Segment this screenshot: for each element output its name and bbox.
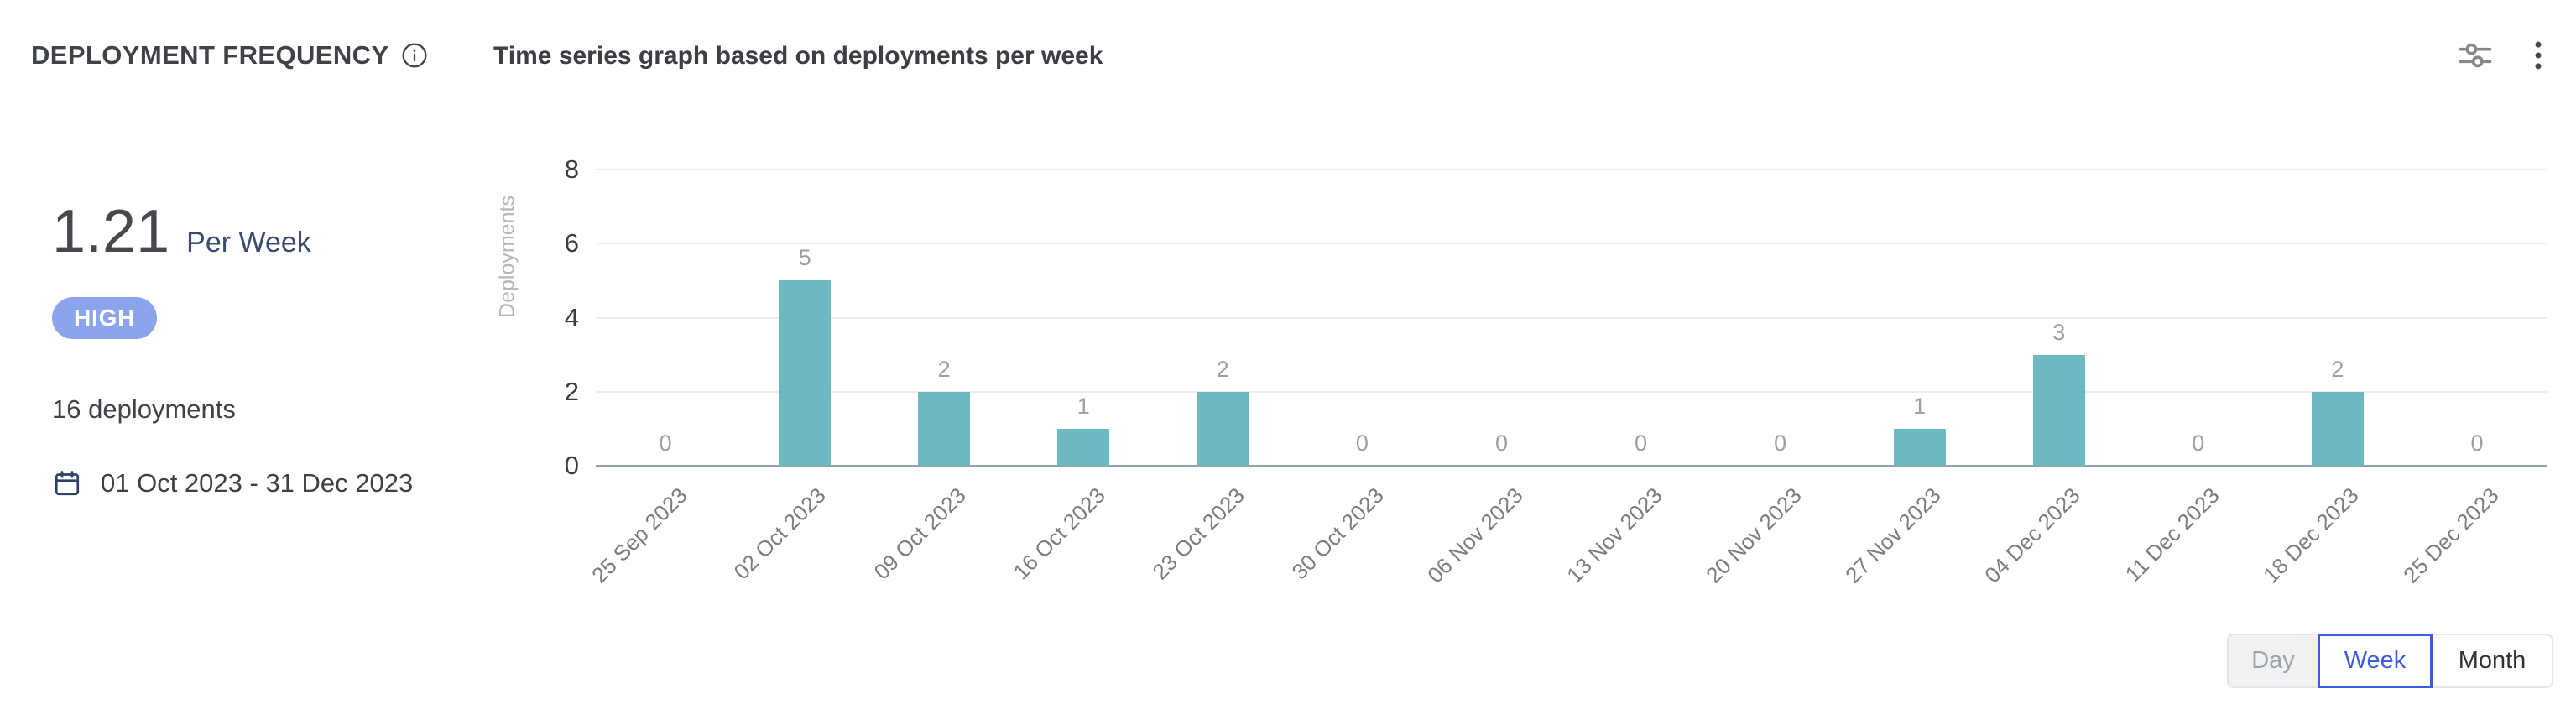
x-axis-tick-label: 25 Sep 2023 bbox=[586, 483, 692, 588]
granularity-week-button[interactable]: Week bbox=[2318, 634, 2433, 688]
x-axis-tick-label: 18 Dec 2023 bbox=[2258, 483, 2365, 588]
bar[interactable] bbox=[918, 391, 971, 466]
bar-value-label: 2 bbox=[1216, 356, 1229, 382]
bar-value-label: 0 bbox=[1494, 430, 1508, 456]
x-axis-baseline bbox=[596, 465, 2547, 467]
x-axis-tick-label: 30 Oct 2023 bbox=[1286, 483, 1389, 585]
x-axis-tick-label: 25 Dec 2023 bbox=[2397, 483, 2504, 588]
granularity-toggle: Day Week Month bbox=[2227, 634, 2553, 688]
bar-value-label: 2 bbox=[937, 356, 951, 382]
date-range: 01 Oct 2023 - 31 Dec 2023 bbox=[52, 468, 413, 498]
header-actions bbox=[2457, 37, 2551, 74]
x-axis-tick-label: 13 Nov 2023 bbox=[1562, 483, 1667, 588]
bar-value-label: 0 bbox=[659, 430, 672, 456]
bar-value-label: 1 bbox=[1077, 393, 1090, 419]
widget-header: DEPLOYMENT FREQUENCY bbox=[31, 40, 428, 70]
gridline bbox=[596, 390, 2547, 393]
x-axis-tick-label: 20 Nov 2023 bbox=[1701, 483, 1807, 588]
bar[interactable] bbox=[2032, 354, 2085, 466]
bar[interactable] bbox=[1057, 428, 1110, 466]
deployment-rate: 1.21 Per Week bbox=[52, 201, 413, 262]
gridline bbox=[596, 169, 2547, 170]
bar-value-label: 0 bbox=[1635, 430, 1648, 456]
x-axis-tick-label: 27 Nov 2023 bbox=[1840, 483, 1946, 588]
bar-value-label: 0 bbox=[1355, 430, 1369, 456]
widget-title: DEPLOYMENT FREQUENCY bbox=[31, 40, 389, 70]
y-axis-tick-label: 8 bbox=[564, 154, 579, 184]
y-axis-tick-label: 6 bbox=[564, 228, 579, 258]
info-icon[interactable] bbox=[401, 42, 428, 69]
date-range-text: 01 Oct 2023 - 31 Dec 2023 bbox=[101, 468, 414, 498]
x-axis-tick-label: 11 Dec 2023 bbox=[2120, 483, 2225, 587]
x-axis-tick-label: 02 Oct 2023 bbox=[728, 483, 832, 585]
rate-unit: Per Week bbox=[186, 227, 311, 258]
bar[interactable] bbox=[2311, 391, 2364, 466]
bar-value-label: 5 bbox=[798, 245, 811, 271]
bar-value-label: 1 bbox=[1913, 393, 1927, 419]
x-axis-tick-label: 04 Dec 2023 bbox=[1979, 483, 2085, 588]
calendar-icon bbox=[55, 471, 80, 496]
y-axis-title: Deployments bbox=[495, 196, 519, 318]
sliders-icon[interactable] bbox=[2457, 37, 2494, 74]
bar-value-label: 2 bbox=[2331, 356, 2344, 382]
y-axis-tick-label: 4 bbox=[564, 302, 579, 332]
x-axis-tick-label: 23 Oct 2023 bbox=[1147, 483, 1249, 585]
kebab-menu-icon[interactable] bbox=[2526, 37, 2551, 74]
y-axis-tick-label: 0 bbox=[564, 451, 579, 480]
bar-value-label: 0 bbox=[2470, 430, 2484, 456]
x-axis-tick-label: 09 Oct 2023 bbox=[868, 483, 971, 585]
status-badge: HIGH bbox=[52, 297, 158, 339]
gridline bbox=[596, 316, 2547, 319]
bar[interactable] bbox=[1893, 428, 1946, 466]
bar-value-label: 3 bbox=[2052, 319, 2066, 345]
granularity-month-button[interactable]: Month bbox=[2431, 634, 2553, 688]
gridline bbox=[596, 243, 2547, 245]
x-axis-tick-label: 06 Nov 2023 bbox=[1422, 483, 1528, 588]
chart-title: Time series graph based on deployments p… bbox=[493, 42, 1103, 70]
y-axis-tick-label: 2 bbox=[564, 376, 579, 406]
rate-value: 1.21 bbox=[52, 198, 170, 265]
total-deployments: 16 deployments bbox=[52, 394, 236, 424]
summary-panel: 1.21 Per Week HIGH 16 deployments 01 Oct… bbox=[52, 201, 413, 498]
bar[interactable] bbox=[779, 280, 832, 466]
granularity-day-button[interactable]: Day bbox=[2227, 634, 2319, 688]
bar-value-label: 0 bbox=[1774, 430, 1787, 456]
bar-value-label: 0 bbox=[2192, 430, 2205, 456]
bar[interactable] bbox=[1197, 391, 1249, 466]
x-axis-tick-label: 16 Oct 2023 bbox=[1008, 483, 1110, 585]
